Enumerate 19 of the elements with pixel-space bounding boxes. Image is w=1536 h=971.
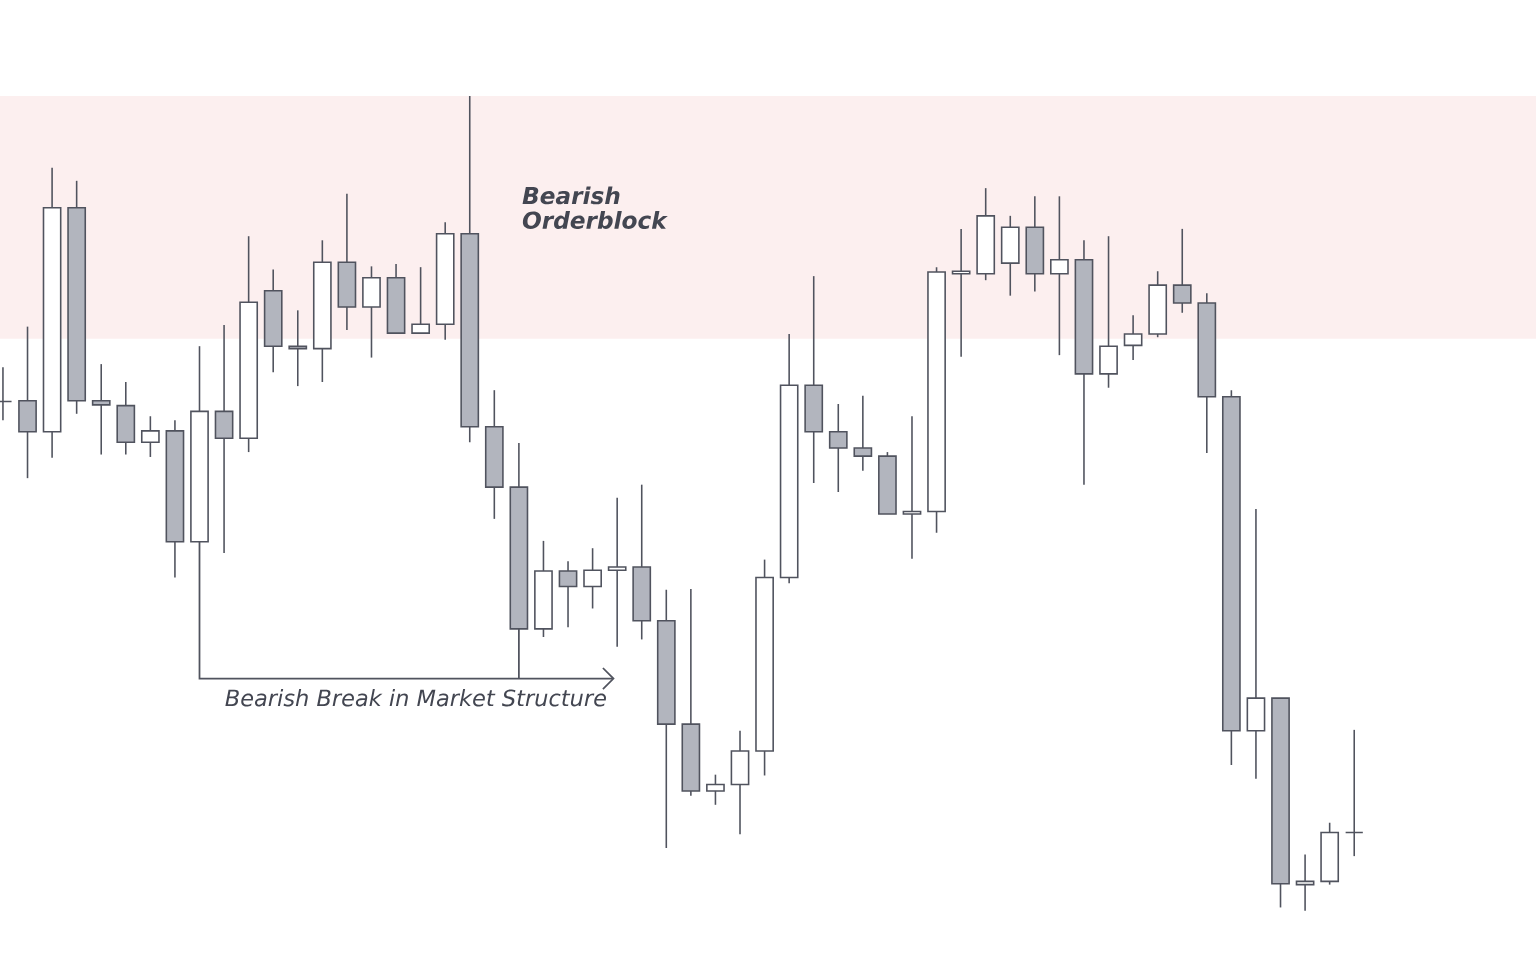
candlestick xyxy=(706,773,725,806)
candlestick xyxy=(1344,729,1364,857)
band-label: Bearish Orderblock xyxy=(522,186,668,229)
candlestick xyxy=(828,403,848,493)
candlestick xyxy=(411,266,431,334)
candlestick xyxy=(951,228,971,358)
candlestick xyxy=(1172,228,1192,314)
candlestick xyxy=(853,395,873,472)
candlestick xyxy=(214,324,234,554)
candlestick xyxy=(288,309,308,387)
annotation: Bearish Break in Market Structure xyxy=(225,689,606,707)
candlestick xyxy=(558,560,578,629)
candlestick xyxy=(1123,314,1143,361)
candlestick xyxy=(140,415,160,458)
candlestick xyxy=(607,496,627,648)
candlestick xyxy=(583,547,602,610)
candlestick xyxy=(1050,195,1069,356)
candlestick xyxy=(902,415,922,560)
candlestick xyxy=(91,363,111,456)
